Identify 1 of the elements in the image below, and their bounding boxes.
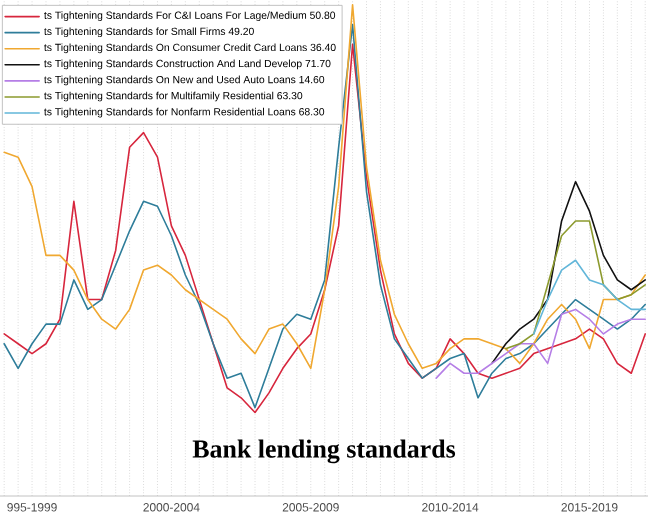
text: Bank lending standards (192, 439, 456, 464)
